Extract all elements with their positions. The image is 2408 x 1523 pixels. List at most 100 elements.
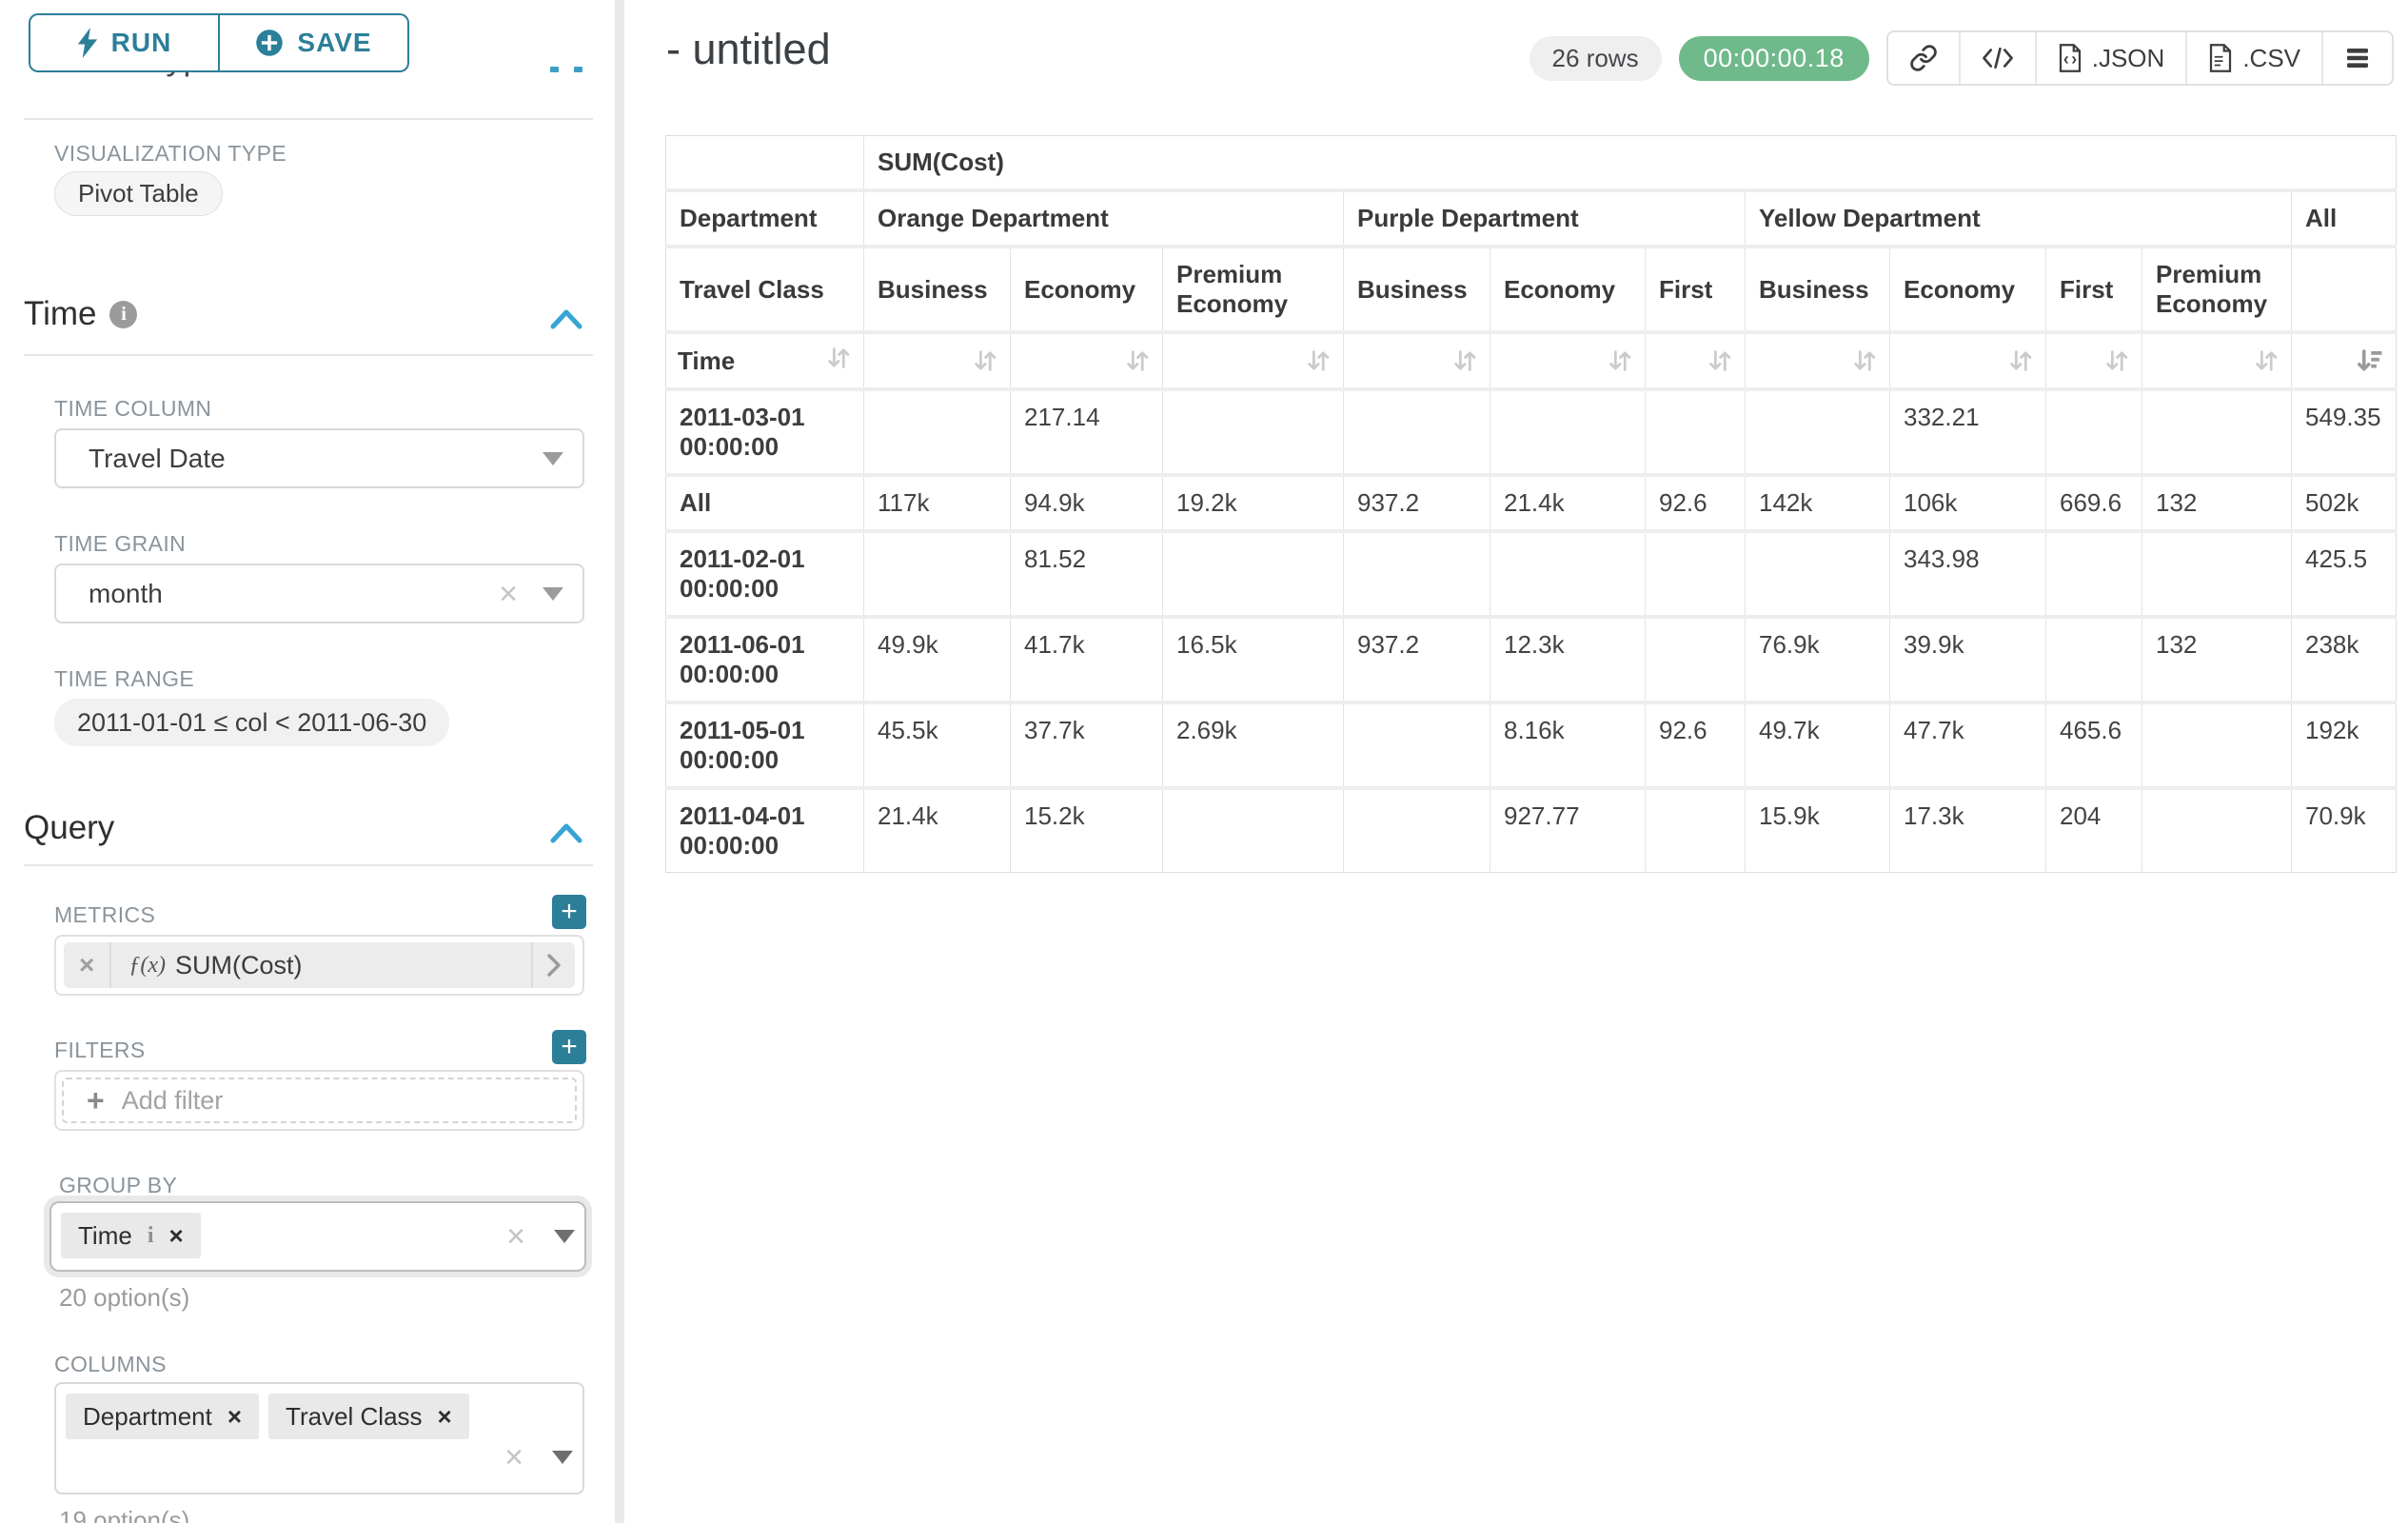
- sortable-column[interactable]: [1011, 332, 1163, 389]
- sort-icon[interactable]: [1451, 346, 1478, 375]
- info-icon[interactable]: i: [148, 1223, 154, 1249]
- time-grain-label: TIME GRAIN: [54, 531, 186, 557]
- pivot-value-cell: 204: [2046, 788, 2142, 873]
- run-button[interactable]: RUN: [29, 13, 219, 72]
- sortable-column[interactable]: [1746, 332, 1890, 389]
- sort-icon[interactable]: [2253, 346, 2280, 375]
- embed-code-button[interactable]: [1961, 32, 2037, 84]
- pivot-value-cell: [1646, 389, 1746, 475]
- clear-icon[interactable]: ×: [504, 1441, 523, 1474]
- time-grain-select[interactable]: month ×: [54, 564, 584, 623]
- sort-icon[interactable]: [1124, 346, 1151, 375]
- copy-link-button[interactable]: [1888, 32, 1961, 84]
- chevron-up-icon[interactable]: [550, 308, 582, 329]
- caret-down-icon[interactable]: [543, 452, 563, 465]
- sort-icon[interactable]: [1851, 346, 1878, 375]
- pivot-value-cell: 192k: [2292, 702, 2397, 788]
- sortable-column[interactable]: [1646, 332, 1746, 389]
- time-axis-label: Time: [678, 346, 735, 376]
- columns-select[interactable]: Department × Travel Class × ×: [54, 1382, 584, 1494]
- columns-tag[interactable]: Department ×: [66, 1394, 259, 1439]
- travel-class-header: Premium Economy: [1163, 247, 1344, 332]
- metric-header: SUM(Cost): [864, 136, 2397, 191]
- time-range-pill[interactable]: 2011-01-01 ≤ col < 2011-06-30: [54, 699, 449, 746]
- clear-icon[interactable]: ×: [506, 1220, 525, 1253]
- travel-class-header: Business: [1746, 247, 1890, 332]
- pivot-row: 2011-06-01 00:00:0049.9k41.7k16.5k937.21…: [666, 617, 2397, 702]
- panel-resize-handle[interactable]: [615, 0, 624, 1523]
- add-filter-button[interactable]: +: [552, 1030, 586, 1064]
- sortable-column[interactable]: [1344, 332, 1490, 389]
- sort-icon[interactable]: [2007, 346, 2034, 375]
- sortable-column[interactable]: [1490, 332, 1646, 389]
- remove-tag-icon[interactable]: ×: [168, 1221, 183, 1251]
- travel-class-header: First: [2046, 247, 2142, 332]
- remove-metric-icon[interactable]: ×: [64, 942, 111, 988]
- remove-tag-icon[interactable]: ×: [438, 1402, 452, 1432]
- time-column-select[interactable]: Travel Date: [54, 428, 584, 488]
- caret-down-icon[interactable]: [554, 1230, 575, 1243]
- pivot-value-cell: 37.7k: [1011, 702, 1163, 788]
- json-icon: [2058, 44, 2082, 72]
- sortable-column[interactable]: [1163, 332, 1344, 389]
- sortable-column[interactable]: [2142, 332, 2292, 389]
- pivot-value-cell: 94.9k: [1011, 475, 1163, 531]
- add-filter-dropzone[interactable]: + Add filter: [62, 1078, 577, 1123]
- page-title[interactable]: - untitled: [666, 25, 831, 74]
- export-csv-button[interactable]: .CSV: [2187, 32, 2323, 84]
- sort-icon[interactable]: [1707, 346, 1733, 375]
- sort-icon[interactable]: [1305, 346, 1332, 375]
- sortable-column[interactable]: [2046, 332, 2142, 389]
- pivot-row: 2011-04-01 00:00:0021.4k15.2k927.7715.9k…: [666, 788, 2397, 873]
- add-metric-button[interactable]: +: [552, 895, 586, 929]
- export-toolbar: .JSON .CSV: [1886, 30, 2394, 86]
- sortable-column[interactable]: [864, 332, 1011, 389]
- save-icon: [255, 29, 284, 57]
- pivot-value-cell: 16.5k: [1163, 617, 1344, 702]
- pivot-value-cell: 15.2k: [1011, 788, 1163, 873]
- pivot-row: 2011-03-01 00:00:00217.14332.21549.35: [666, 389, 2397, 475]
- sort-icon[interactable]: [2103, 346, 2130, 375]
- info-icon[interactable]: i: [109, 301, 137, 328]
- clear-icon[interactable]: ×: [499, 578, 518, 610]
- sort-icon[interactable]: [972, 346, 998, 375]
- pivot-value-cell: 49.9k: [864, 617, 1011, 702]
- caret-down-icon[interactable]: [552, 1451, 573, 1464]
- group-by-hint: 20 option(s): [59, 1283, 189, 1313]
- department-group-header: Yellow Department: [1746, 190, 2292, 247]
- pivot-value-cell: [1344, 531, 1490, 617]
- more-options-button[interactable]: [2323, 32, 2392, 84]
- run-label: RUN: [111, 28, 172, 58]
- divider: [24, 864, 593, 866]
- sortable-column[interactable]: [1890, 332, 2046, 389]
- time-axis-header[interactable]: Time: [666, 332, 864, 389]
- sort-icon[interactable]: [825, 344, 852, 379]
- pivot-value-cell: [1163, 389, 1344, 475]
- result-meta: 26 rows 00:00:00.18: [1530, 30, 2394, 86]
- visualization-type-pill[interactable]: Pivot Table: [54, 171, 223, 216]
- metric-pill[interactable]: × ƒ(x) SUM(Cost): [64, 942, 575, 988]
- pivot-value-cell: [1646, 531, 1746, 617]
- pivot-value-cell: 217.14: [1011, 389, 1163, 475]
- pivot-value-cell: [1646, 788, 1746, 873]
- columns-tag[interactable]: Travel Class ×: [268, 1394, 469, 1439]
- chevron-right-icon[interactable]: [531, 942, 575, 988]
- sort-icon[interactable]: [1607, 346, 1633, 375]
- sort-desc-icon[interactable]: [2356, 346, 2384, 375]
- group-by-tag[interactable]: Time i ×: [61, 1213, 201, 1258]
- pivot-value-cell: 937.2: [1344, 617, 1490, 702]
- remove-tag-icon[interactable]: ×: [227, 1402, 242, 1432]
- group-by-select[interactable]: Time i × ×: [49, 1201, 586, 1272]
- export-json-button[interactable]: .JSON: [2037, 32, 2188, 84]
- travel-class-header: Economy: [1490, 247, 1646, 332]
- metrics-label: METRICS: [54, 902, 155, 928]
- pivot-value-cell: 502k: [2292, 475, 2397, 531]
- chevron-up-icon[interactable]: [550, 822, 582, 843]
- pivot-value-cell: [1746, 389, 1890, 475]
- metric-fx-icon: ƒ(x): [128, 953, 166, 979]
- sortable-column[interactable]: [2292, 332, 2397, 389]
- caret-down-icon[interactable]: [543, 587, 563, 601]
- save-button[interactable]: SAVE: [219, 13, 409, 72]
- pivot-value-cell: 549.35: [2292, 389, 2397, 475]
- pivot-value-cell: [2046, 531, 2142, 617]
